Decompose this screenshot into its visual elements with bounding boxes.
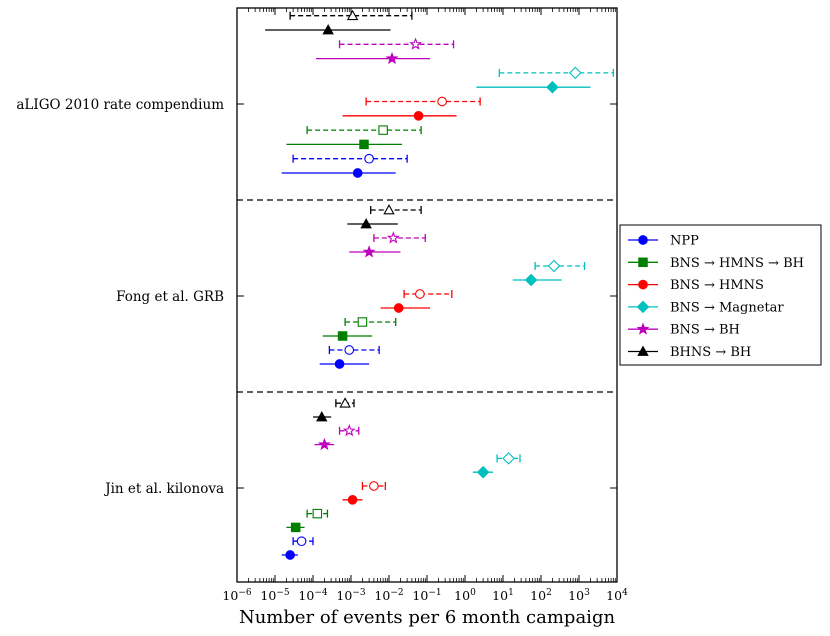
x-tick-label: 101 (492, 588, 514, 603)
point-fong-et-al-grb-bns-to-bh-solid (362, 245, 376, 258)
y-group-label-fong-et-al-grb: Fong et al. GRB (116, 289, 224, 305)
x-tick-label: 10−4 (298, 588, 327, 603)
point-fong-et-al-grb-bhns-to-bh-dashed (383, 204, 395, 215)
legend-label-bns-to-bh: BNS → BH (670, 323, 740, 338)
point-aligo-2010-rate-compendium-bns-to-hmns-solid (413, 110, 424, 121)
legend-marker-bns-to-hmns (638, 279, 648, 290)
point-fong-et-al-grb-npp-solid (334, 359, 345, 369)
point-jin-et-al-kilonova-bns-to-magnetar-solid (476, 465, 490, 479)
point-fong-et-al-grb-bns-to-magnetar-dashed (547, 259, 561, 273)
y-group-label-jin-et-al-kilonova: Jin et al. kilonova (103, 481, 224, 497)
x-tick-label: 10−6 (222, 588, 251, 603)
point-aligo-2010-rate-compendium-bhns-to-bh-dashed (346, 9, 359, 21)
x-tick-label: 100 (454, 588, 476, 603)
x-tick-label: 104 (606, 588, 628, 603)
x-tick-label: 10−2 (374, 588, 403, 603)
point-aligo-2010-rate-compendium-bns-to-hmns-to-bh-solid (359, 139, 369, 150)
point-fong-et-al-grb-bns-to-hmns-solid (393, 303, 404, 313)
point-jin-et-al-kilonova-bns-to-hmns-to-bh-solid (290, 522, 301, 533)
point-aligo-2010-rate-compendium-bns-to-magnetar-dashed (569, 66, 582, 80)
legend-label-bhns-to-bh: BHNS → BH (670, 345, 751, 360)
point-aligo-2010-rate-compendium-npp-dashed (364, 153, 374, 164)
point-jin-et-al-kilonova-bns-to-bh-solid (318, 437, 331, 451)
point-aligo-2010-rate-compendium-bns-to-magnetar-solid (546, 80, 559, 94)
point-jin-et-al-kilonova-bhns-to-bh-solid (316, 411, 328, 422)
plot-frame (236, 7, 618, 583)
legend-marker-npp (638, 235, 648, 245)
legend-marker-bns-to-hmns-to-bh (638, 257, 648, 268)
point-jin-et-al-kilonova-bns-to-bh-dashed (342, 424, 356, 437)
x-tick-label: 10−5 (260, 588, 289, 603)
x-tick-label: 10−3 (336, 588, 365, 603)
point-fong-et-al-grb-bns-to-hmns-to-bh-solid (337, 331, 348, 341)
point-aligo-2010-rate-compendium-bns-to-hmns-dashed (437, 96, 447, 107)
point-fong-et-al-grb-bns-to-bh-dashed (386, 231, 400, 244)
point-aligo-2010-rate-compendium-bns-to-bh-solid (385, 51, 399, 65)
point-fong-et-al-grb-bns-to-hmns-to-bh-dashed (357, 317, 368, 327)
point-jin-et-al-kilonova-npp-solid (285, 550, 295, 560)
legend-marker-bns-to-bh (636, 322, 650, 335)
point-jin-et-al-kilonova-bhns-to-bh-dashed (339, 397, 351, 408)
x-tick-label: 10−1 (412, 588, 441, 603)
point-jin-et-al-kilonova-bns-to-hmns-solid (347, 494, 358, 505)
legend-label-npp: NPP (670, 234, 699, 249)
point-aligo-2010-rate-compendium-bns-to-hmns-to-bh-dashed (378, 125, 388, 135)
point-fong-et-al-grb-bhns-to-bh-solid (360, 218, 372, 229)
legend-label-bns-to-hmns: BNS → HMNS (670, 278, 764, 293)
point-jin-et-al-kilonova-bns-to-magnetar-dashed (502, 452, 515, 465)
point-jin-et-al-kilonova-npp-dashed (296, 536, 307, 547)
legend-marker-bns-to-magnetar (636, 300, 650, 314)
point-fong-et-al-grb-bns-to-hmns-dashed (415, 289, 425, 299)
x-tick-label: 103 (568, 588, 590, 603)
point-jin-et-al-kilonova-bns-to-hmns-to-bh-dashed (312, 508, 323, 519)
x-tick-label: 102 (530, 588, 552, 603)
x-axis-label: Number of events per 6 month campaign (239, 607, 616, 628)
legend-label-bns-to-magnetar: BNS → Magnetar (670, 300, 784, 315)
legend-box (619, 224, 822, 366)
legend-label-bns-to-hmns-to-bh: BNS → HMNS → BH (670, 256, 804, 271)
point-aligo-2010-rate-compendium-bhns-to-bh-solid (322, 24, 334, 35)
point-fong-et-al-grb-bns-to-magnetar-solid (524, 273, 538, 287)
point-aligo-2010-rate-compendium-npp-solid (352, 168, 363, 178)
point-jin-et-al-kilonova-bns-to-hmns-dashed (369, 481, 379, 491)
y-group-label-aligo-2010-rate-compendium: aLIGO 2010 rate compendium (16, 97, 224, 113)
point-fong-et-al-grb-npp-dashed (344, 345, 355, 355)
legend-marker-bhns-to-bh (637, 345, 649, 356)
point-aligo-2010-rate-compendium-bns-to-bh-dashed (409, 37, 422, 50)
